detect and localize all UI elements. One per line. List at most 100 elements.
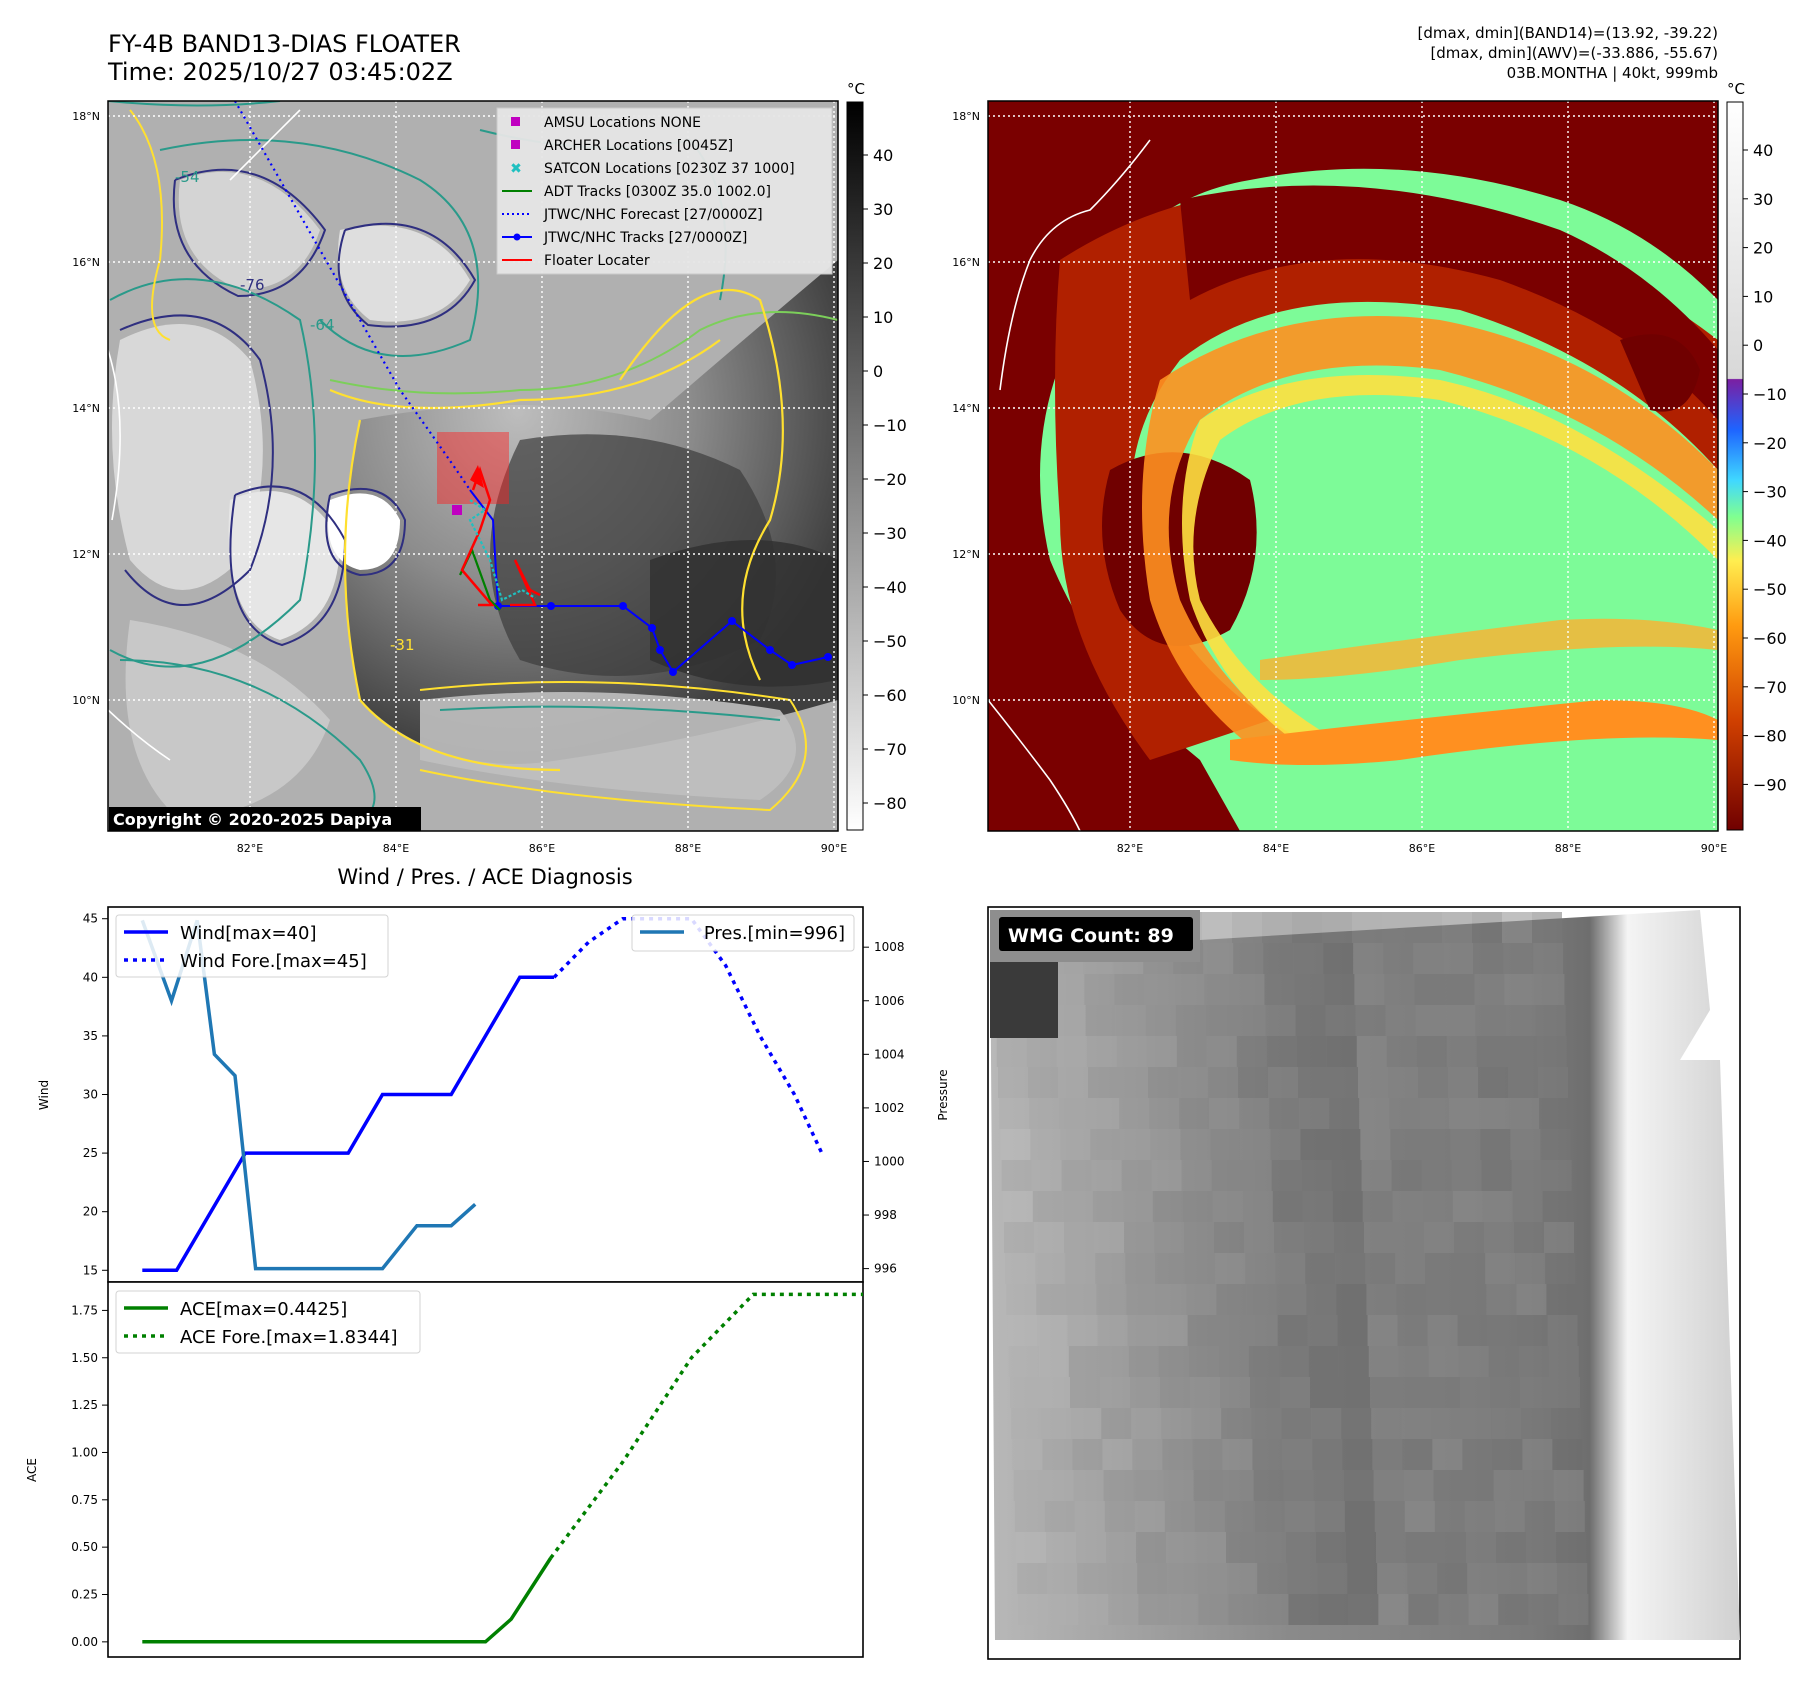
colorbar-tick: −40 [1753, 531, 1787, 550]
colorbar-tick: −40 [873, 578, 907, 597]
contour-label: -64 [310, 316, 335, 334]
colorbar-tick: 30 [1753, 190, 1773, 209]
ace-tick: 1.25 [71, 1398, 98, 1412]
lon-label: 86°E [1409, 842, 1435, 855]
lon-label: 84°E [1263, 842, 1289, 855]
pressure-tick: 1004 [874, 1047, 905, 1061]
lon-label: 86°E [529, 842, 555, 855]
colorbar-tick: −50 [873, 632, 907, 651]
pressure-tick: 996 [874, 1262, 897, 1276]
map-legend-item: JTWC/NHC Tracks [27/0000Z] [502, 230, 747, 246]
series-ace-forecast [549, 1292, 863, 1560]
colorbar-tick: −60 [1753, 629, 1787, 648]
pressure-legend-label: Pres.[min=996] [704, 923, 845, 944]
wv-lon-labels: 82°E 84°E 86°E 88°E 90°E [1117, 842, 1727, 855]
map-legend-item: ADT Tracks [0300Z 35.0 1002.0] [502, 184, 771, 200]
pressure-tick: 1006 [874, 994, 905, 1008]
lon-label: 90°E [1701, 842, 1727, 855]
wind-tick: 45 [83, 912, 98, 926]
figure-title: FY-4B BAND13-DIAS FLOATER [108, 30, 461, 58]
ace-tick: 1.75 [71, 1303, 98, 1317]
ace-fore-legend-label: ACE Fore.[max=1.8344] [180, 1327, 398, 1348]
ace-legend-label: ACE[max=0.4425] [180, 1299, 347, 1320]
wind-tick: 30 [83, 1088, 98, 1102]
lat-label: 18°N [72, 110, 100, 123]
ace-chart: 0.00 0.25 0.50 0.75 1.00 1.25 1.50 1.75 ACE ACE… [25, 1281, 864, 1658]
lat-label: 16°N [952, 256, 980, 269]
svg-text:✖: ✖ [510, 161, 522, 177]
map-legend-item: ARCHER Locations [0045Z] [511, 138, 733, 154]
colorbar-tick: −50 [1753, 580, 1787, 599]
colorbar-tick: −70 [873, 740, 907, 759]
colorbar-tick: −20 [873, 470, 907, 489]
pressure-tick: 1008 [874, 940, 905, 954]
wv-lat-labels: 18°N 16°N 14°N 12°N 10°N [952, 110, 980, 707]
colorbar-tick: −80 [873, 794, 907, 813]
colorbar-tick: −10 [1753, 385, 1787, 404]
map-legend-item: ✖ SATCON Locations [0230Z 37 1000] [510, 161, 794, 177]
colorbar-tick: 10 [1753, 287, 1773, 306]
awv-range: [dmax, dmin](AWV)=(-33.886, -55.67) [1430, 44, 1718, 62]
map-legend-item: JTWC/NHC Forecast [27/0000Z] [502, 207, 763, 223]
wind-tick: 15 [83, 1263, 98, 1277]
colorbar-tick: −30 [873, 524, 907, 543]
ace-tick: 0.25 [71, 1588, 98, 1602]
lon-label: 84°E [383, 842, 409, 855]
lon-label: 82°E [1117, 842, 1143, 855]
ace-tick: 1.00 [71, 1445, 98, 1459]
colorbar-tick: 20 [873, 254, 893, 273]
ace-tick: 0.50 [71, 1540, 98, 1554]
ir-colorbar: °C 40 30 20 10 0 −10 −20 −30 −40 −50 −60 −70 −80 [846, 80, 907, 831]
wind-fore-legend-label: Wind Fore.[max=45] [180, 951, 367, 972]
pressure-legend: Pres.[min=996] [631, 914, 855, 952]
lat-label: 14°N [952, 402, 980, 415]
map-legend-label: Floater Locater [544, 253, 650, 269]
map-legend-item: Floater Locater [502, 253, 650, 269]
ace-tick: 0.00 [71, 1635, 98, 1649]
storm-info: 03B.MONTHA | 40kt, 999mb [1507, 64, 1718, 82]
colorbar-tick: 40 [873, 146, 893, 165]
lat-label: 10°N [72, 694, 100, 707]
ir-lat-labels: 18°N 16°N 14°N 12°N 10°N [72, 110, 100, 707]
pressure-tick: 998 [874, 1208, 897, 1222]
colorbar-tick: 0 [1753, 336, 1763, 355]
band14-range: [dmax, dmin](BAND14)=(13.92, -39.22) [1418, 24, 1718, 42]
colorbar-tick: −90 [1753, 775, 1787, 794]
wmg-count-text: WMG Count: 89 [1008, 925, 1174, 947]
map-legend-label: ADT Tracks [0300Z 35.0 1002.0] [544, 184, 771, 200]
floater-track [460, 466, 495, 607]
contour-label: -31 [390, 636, 415, 654]
wv-panel [987, 100, 1719, 832]
wind-axis-label: Wind [37, 1080, 51, 1110]
contour-label: -76 [240, 276, 265, 294]
map-legend-label: JTWC/NHC Tracks [27/0000Z] [543, 230, 747, 246]
ace-legend: ACE[max=0.4425] ACE Fore.[max=1.8344] [115, 1290, 421, 1354]
lat-label: 18°N [952, 110, 980, 123]
ace-axis-label: ACE [25, 1458, 39, 1482]
contour-label: -54 [175, 168, 200, 186]
lat-label: 10°N [952, 694, 980, 707]
colorbar-tick: 30 [873, 200, 893, 219]
wind-legend-label: Wind[max=40] [180, 923, 317, 944]
wmg-count-badge [999, 917, 1193, 951]
colorbar-tick: 0 [873, 362, 883, 381]
pressure-tick: 1002 [874, 1101, 905, 1115]
ir-colorbar-unit: °C [847, 80, 865, 98]
map-legend-label: SATCON Locations [0230Z 37 1000] [544, 161, 795, 177]
wv-colorbar-unit: °C [1727, 80, 1745, 98]
series-ace [142, 1557, 553, 1644]
lat-label: 16°N [72, 256, 100, 269]
map-legend-label: JTWC/NHC Forecast [27/0000Z] [543, 207, 763, 223]
colorbar-tick: −70 [1753, 678, 1787, 697]
lon-label: 88°E [675, 842, 701, 855]
colorbar-tick: 10 [873, 308, 893, 327]
wind-tick: 35 [83, 1029, 98, 1043]
colorbar-tick: −20 [1753, 434, 1787, 453]
floater-box [437, 432, 509, 504]
pressure-axis-label: Pressure [936, 1069, 950, 1120]
ace-tick: 1.50 [71, 1351, 98, 1365]
figure-time: Time: 2025/10/27 03:45:02Z [107, 58, 453, 86]
map-legend-label: AMSU Locations NONE [544, 115, 701, 131]
series-wind [142, 975, 555, 1273]
